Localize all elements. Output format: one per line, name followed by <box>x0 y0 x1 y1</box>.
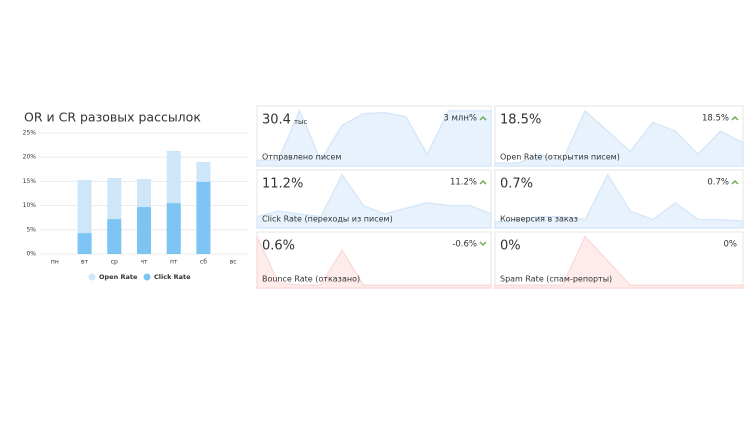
kpi-delta: 3 млн% <box>443 114 477 124</box>
trend-arrow <box>731 116 739 121</box>
kpi-value: 18.5% <box>500 113 541 128</box>
kpi-card: 0.7% 0.7% Конверсия в заказ <box>494 169 744 229</box>
kpi-card: 11.2% 11.2% Click Rate (переходы из писем) <box>256 169 492 229</box>
kpi-label: Bounce Rate (отказано) <box>262 275 360 284</box>
y-tick-label: 25% <box>23 130 37 137</box>
trend-arrow <box>731 180 739 185</box>
kpi-label: Spam Rate (спам-репорты) <box>500 275 612 284</box>
card-frame <box>256 231 492 289</box>
x-tick-label: пт <box>170 259 178 266</box>
x-tick-label: вс <box>230 259 237 266</box>
kpi-delta: 0% <box>724 240 738 250</box>
trend-arrow <box>479 180 487 185</box>
kpi-card: 0% 0% Spam Rate (спам-репорты) <box>494 231 744 289</box>
kpi-delta: 11.2% <box>450 178 477 188</box>
x-tick-label: ср <box>111 259 118 266</box>
kpi-card: 18.5% 18.5% Open Rate (открытия писем) <box>494 105 744 167</box>
kpi-value: 11.2% <box>262 177 303 192</box>
kpi-card: 30.4 тыс 3 млн% Отправлено писем <box>256 105 492 167</box>
x-tick-label: пн <box>51 259 59 266</box>
kpi-value: 30.4 <box>262 113 291 128</box>
kpi-card: 0.6% -0.6% Bounce Rate (отказано) <box>256 231 492 289</box>
bar <box>137 207 151 254</box>
kpi-label: Click Rate (переходы из писем) <box>262 215 393 224</box>
x-tick-label: сб <box>200 259 207 266</box>
bar <box>107 219 122 254</box>
legend-marker <box>88 273 96 281</box>
bar <box>196 181 211 254</box>
x-tick-label: чт <box>140 259 148 266</box>
y-tick-label: 10% <box>23 202 37 209</box>
legend-label: Open Rate <box>99 273 138 281</box>
kpi-delta: 0.7% <box>707 178 729 188</box>
kpi-label: Open Rate (открытия писем) <box>500 153 620 162</box>
sparkline <box>256 109 492 167</box>
x-tick-label: вт <box>81 259 89 266</box>
kpi-label: Конверсия в заказ <box>500 215 578 224</box>
trend-arrow <box>479 116 487 121</box>
kpi-value: 0.6% <box>262 239 295 254</box>
kpi-delta: -0.6% <box>452 240 477 250</box>
legend-label: Click Rate <box>154 273 191 281</box>
kpi-value: 0.7% <box>500 177 533 192</box>
kpi-delta: 18.5% <box>702 114 729 124</box>
sparkline <box>256 236 492 289</box>
kpi-value: 0% <box>500 239 521 254</box>
sparkline <box>494 235 744 289</box>
sparkline <box>256 173 492 229</box>
kpi-unit: тыс <box>294 118 308 126</box>
bar <box>166 203 181 254</box>
sparkline <box>494 109 744 167</box>
kpi-label: Отправлено писем <box>262 153 341 162</box>
y-tick-label: 0% <box>26 251 36 258</box>
sparkline <box>494 173 744 229</box>
y-tick-label: 5% <box>26 226 36 233</box>
y-tick-label: 20% <box>23 154 37 161</box>
y-tick-label: 15% <box>23 178 37 185</box>
trend-arrow <box>479 241 487 246</box>
chart-title: OR и CR разовых рассылок <box>24 110 201 125</box>
bar <box>77 233 92 254</box>
legend-marker <box>143 273 151 281</box>
